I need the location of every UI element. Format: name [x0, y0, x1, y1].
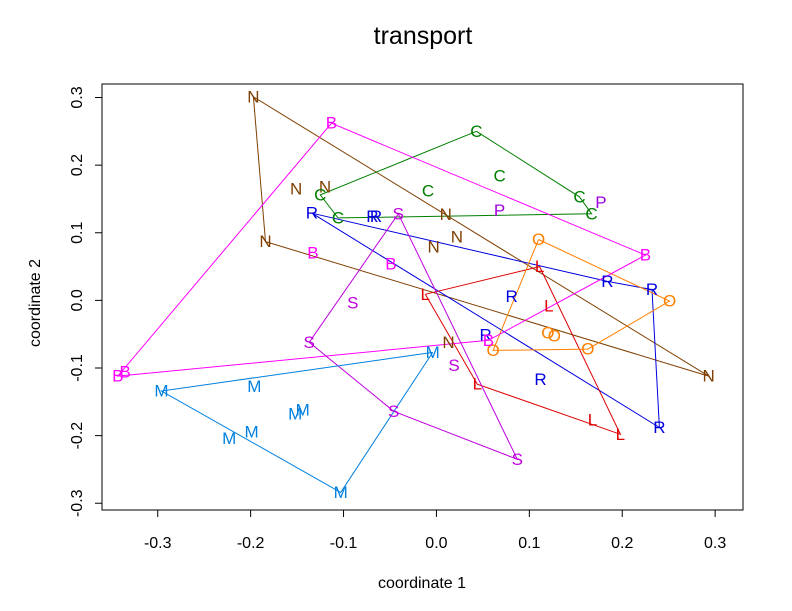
- point-S: S: [448, 356, 459, 375]
- x-axis: -0.3 -0.2 -0.1 0.0 0.1 0.2 0.3: [144, 509, 726, 552]
- point-R: R: [534, 370, 546, 389]
- point-R: R: [653, 418, 665, 437]
- point-N: N: [290, 179, 302, 198]
- point-P: P: [595, 193, 606, 212]
- point-S: S: [512, 450, 523, 469]
- point-C: C: [585, 204, 597, 223]
- point-M: M: [334, 483, 348, 502]
- point-M: M: [154, 381, 168, 400]
- hull-O: [492, 239, 671, 351]
- point-R: R: [306, 204, 318, 223]
- point-M: M: [247, 377, 261, 396]
- hull-R: [311, 212, 660, 429]
- y-tick-label: 0.0: [69, 289, 86, 311]
- point-C: C: [332, 208, 344, 227]
- point-S: S: [347, 294, 358, 313]
- point-B: B: [326, 114, 337, 133]
- point-M: M: [288, 404, 302, 423]
- point-N: N: [319, 177, 331, 196]
- point-R: R: [480, 325, 492, 344]
- point-B: B: [112, 367, 123, 386]
- x-tick-label: 0.2: [611, 535, 633, 552]
- point-C: C: [493, 166, 505, 185]
- point-C: C: [314, 185, 326, 204]
- point-B: B: [385, 254, 396, 273]
- point-M: M: [296, 400, 310, 419]
- point-O: O: [548, 327, 561, 346]
- point-B: B: [120, 363, 131, 382]
- y-axis: -0.3 -0.2 -0.1 0.0 0.1 0.2 0.3: [69, 86, 103, 517]
- point-L: L: [588, 411, 597, 430]
- point-B: B: [640, 246, 651, 265]
- point-N: N: [440, 205, 452, 224]
- point-R: R: [506, 287, 518, 306]
- point-O: O: [581, 340, 594, 359]
- point-C: C: [470, 122, 482, 141]
- point-N: N: [702, 367, 714, 386]
- point-C: C: [573, 187, 585, 206]
- y-tick-label: -0.1: [69, 354, 86, 382]
- y-tick-label: 0.2: [69, 154, 86, 176]
- point-M: M: [222, 429, 236, 448]
- point-B: B: [307, 244, 318, 263]
- point-O: O: [486, 341, 499, 360]
- point-O: O: [541, 323, 554, 342]
- point-R: R: [601, 272, 613, 291]
- point-R: R: [646, 280, 658, 299]
- y-tick-label: -0.2: [69, 422, 86, 450]
- x-tick-label: -0.3: [144, 535, 172, 552]
- x-tick-label: 0.0: [425, 535, 447, 552]
- hull-lines: [116, 96, 709, 494]
- hull-M: [159, 351, 434, 494]
- hull-C: [319, 130, 593, 219]
- point-N: N: [247, 87, 259, 106]
- point-B: B: [483, 331, 494, 350]
- y-tick-label: 0.3: [69, 86, 86, 108]
- x-tick-label: -0.2: [237, 535, 265, 552]
- point-S: S: [388, 402, 399, 421]
- hull-B: [116, 122, 647, 377]
- x-axis-label: coordinate 1: [378, 575, 466, 592]
- point-S: S: [393, 204, 404, 223]
- point-P: P: [494, 201, 505, 220]
- y-tick-label: -0.3: [69, 489, 86, 517]
- point-L: L: [616, 425, 625, 444]
- point-C: C: [422, 181, 434, 200]
- y-tick-label: 0.1: [69, 222, 86, 244]
- point-N: N: [442, 333, 454, 352]
- point-L: L: [473, 375, 482, 394]
- chart-title: transport: [374, 22, 473, 50]
- point-M: M: [244, 423, 258, 442]
- point-R: R: [366, 207, 378, 226]
- point-O: O: [663, 292, 676, 311]
- x-tick-label: -0.1: [330, 535, 358, 552]
- point-L: L: [535, 257, 544, 276]
- hull-N: [252, 96, 709, 377]
- point-L: L: [544, 296, 553, 315]
- y-axis-label: coordinate 2: [27, 259, 44, 347]
- point-S: S: [303, 333, 314, 352]
- point-N: N: [451, 227, 463, 246]
- point-N: N: [428, 237, 440, 256]
- point-O: O: [532, 230, 545, 249]
- x-tick-label: 0.1: [518, 535, 540, 552]
- point-L: L: [421, 285, 430, 304]
- x-tick-label: 0.3: [704, 535, 726, 552]
- point-M: M: [426, 343, 440, 362]
- point-N: N: [259, 232, 271, 251]
- hull-L: [424, 266, 622, 436]
- point-R: R: [370, 207, 382, 226]
